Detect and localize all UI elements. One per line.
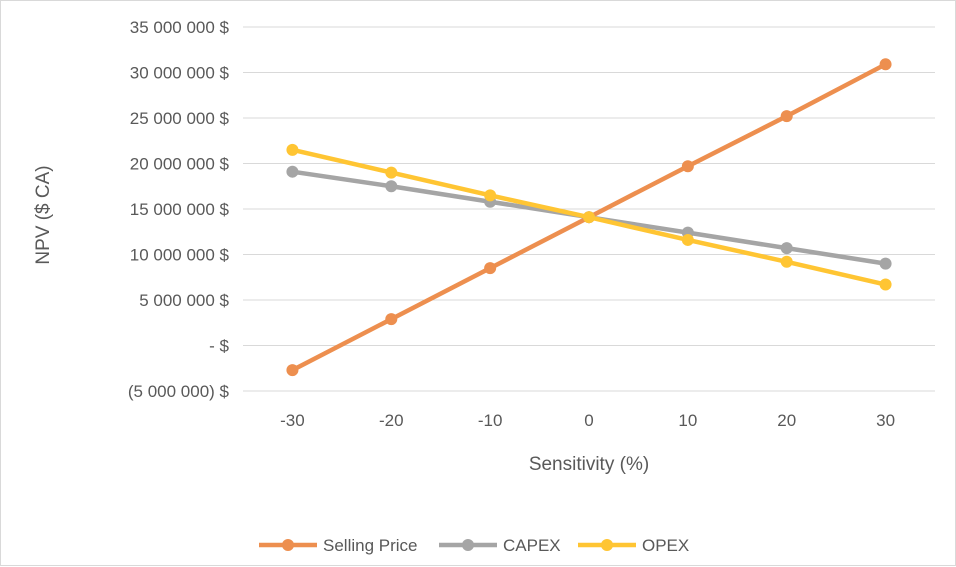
legend-label: CAPEX [503,536,561,555]
legend-swatch-marker [462,539,474,551]
data-point-opex [583,211,595,224]
data-point-selling-price [879,58,892,71]
x-tick-label: 30 [876,411,895,430]
series-opex [286,143,892,291]
x-tick-label: 0 [584,411,593,430]
data-point-selling-price [385,313,398,326]
y-tick-label: 10 000 000 $ [130,246,230,265]
legend: Selling Price CAPEX OPEX [259,536,689,555]
y-tick-label: 15 000 000 $ [130,200,230,219]
y-tick-label: 30 000 000 $ [130,64,230,83]
data-point-opex [385,166,398,179]
x-axis-title: Sensitivity (%) [529,454,649,475]
legend-swatch-marker [282,539,294,551]
data-point-capex [879,257,892,270]
y-tick-label: (5 000 000) $ [128,382,230,401]
legend-label: Selling Price [323,536,418,555]
data-point-capex [780,242,793,255]
x-tick-label: -30 [280,411,305,430]
legend-label: OPEX [642,536,689,555]
data-point-opex [879,278,892,291]
x-tick-label: -20 [379,411,404,430]
y-tick-label: 35 000 000 $ [130,18,230,37]
legend-swatch-marker [601,539,613,551]
data-point-capex [385,180,398,193]
x-tick-label: 20 [777,411,796,430]
y-axis-tick-labels: (5 000 000) $ - $ 5 000 000 $ 10 000 000 $ 1… [128,18,230,401]
y-tick-label: 25 000 000 $ [130,109,230,128]
data-point-selling-price [681,160,694,173]
y-tick-label: 20 000 000 $ [130,155,230,174]
x-tick-label: 10 [678,411,697,430]
y-tick-label: - $ [209,337,229,356]
data-point-opex [681,233,694,246]
data-point-capex [286,165,299,178]
data-point-opex [484,189,497,202]
x-axis-tick-labels: -30 -20 -10 0 10 20 30 [280,411,895,430]
data-point-selling-price [780,110,793,123]
data-point-selling-price [484,262,497,275]
legend-item-selling-price: Selling Price [259,536,418,555]
y-tick-label: 5 000 000 $ [139,291,229,310]
data-point-selling-price [286,364,299,377]
gridlines [243,26,935,392]
series-lines [286,58,892,377]
legend-item-opex: OPEX [578,536,689,555]
legend-item-capex: CAPEX [439,536,561,555]
data-point-opex [780,255,793,268]
y-axis-title: NPV ($ CA) [33,165,54,264]
data-point-opex [286,143,299,156]
x-tick-label: -10 [478,411,503,430]
